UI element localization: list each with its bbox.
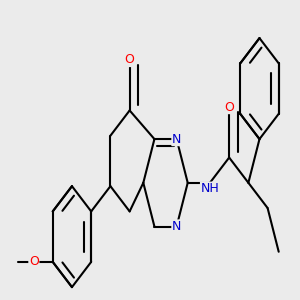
Text: NH: NH [200,182,219,195]
Text: N: N [172,220,181,233]
Text: N: N [172,133,181,146]
Text: O: O [125,53,135,67]
Text: O: O [224,100,234,114]
Text: O: O [29,255,39,268]
